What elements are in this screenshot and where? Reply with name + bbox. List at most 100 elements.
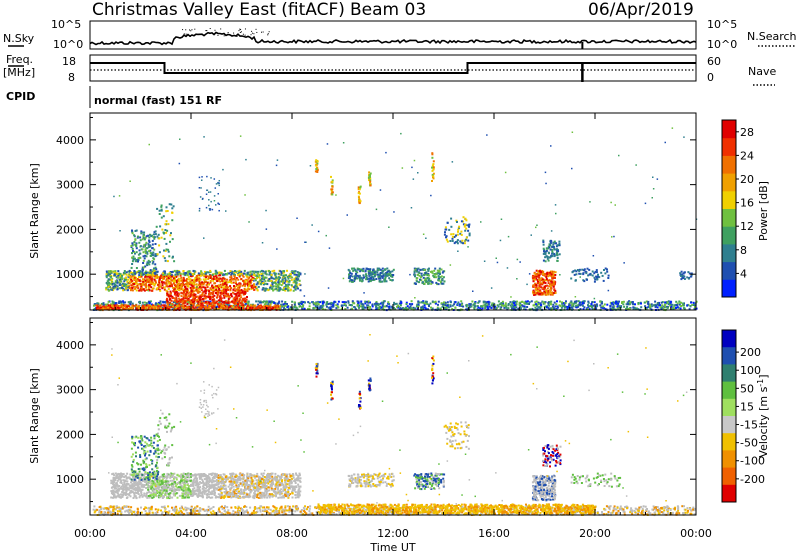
scatter-point — [632, 306, 635, 309]
scatter-point — [425, 302, 428, 305]
scatter-point — [167, 273, 170, 276]
scatter-point — [427, 282, 430, 285]
scatter-point — [223, 290, 226, 293]
scatter-point — [497, 305, 500, 308]
scatter-point — [161, 304, 164, 307]
scatter-point — [251, 276, 254, 279]
scatter-point — [553, 307, 556, 310]
scatter-point — [151, 260, 153, 262]
nsky-dot — [268, 31, 270, 33]
scatter-point — [137, 257, 140, 260]
scatter-point — [449, 240, 452, 242]
scatter-point — [460, 304, 463, 307]
scatter-point — [571, 271, 574, 274]
scatter-point — [155, 275, 158, 278]
scatter-point — [555, 303, 558, 306]
scatter-point — [127, 270, 130, 273]
scatter-point — [202, 197, 204, 200]
scatter-point — [595, 271, 598, 274]
scatter-point — [187, 284, 190, 287]
scatter-point — [249, 281, 252, 284]
scatter-point — [154, 230, 157, 233]
scatter-point — [427, 279, 430, 282]
scatter-point — [296, 278, 299, 281]
scatter-point — [172, 275, 175, 278]
scatter-point — [180, 304, 183, 307]
scatter-point — [432, 166, 435, 169]
scatter-point — [333, 300, 336, 303]
scatter-point — [691, 304, 694, 306]
scatter-point — [335, 304, 338, 307]
scatter-point — [427, 274, 430, 277]
scatter-point — [444, 231, 446, 234]
scatter-point — [212, 279, 215, 282]
scatter-point — [252, 304, 255, 307]
scatter-point — [176, 279, 179, 282]
scatter-point — [484, 307, 487, 310]
scatter-point — [138, 249, 141, 252]
scatter-point — [523, 301, 526, 304]
scatter-point — [151, 243, 154, 246]
scatter-point — [200, 300, 203, 303]
scatter-point — [200, 187, 202, 189]
scatter-point — [273, 288, 276, 291]
scatter-point — [451, 308, 454, 310]
scatter-point — [200, 281, 202, 284]
scatter-point — [282, 288, 285, 291]
scatter-point — [228, 308, 231, 311]
scatter-point — [190, 281, 193, 284]
scatter-point — [164, 223, 167, 226]
scatter-point — [268, 288, 271, 291]
scatter-point — [123, 280, 126, 283]
scatter-point — [197, 279, 200, 282]
scatter-point — [485, 302, 488, 305]
scatter-point — [188, 299, 191, 302]
scatter-point — [243, 284, 246, 287]
scatter-point — [614, 204, 616, 206]
scatter-point — [171, 302, 174, 305]
scatter-point — [405, 306, 407, 309]
scatter-point — [444, 226, 447, 229]
scatter-point — [291, 285, 294, 288]
scatter-point — [173, 304, 176, 307]
scatter-point — [637, 302, 640, 304]
scatter-point — [162, 215, 165, 218]
scatter-point — [128, 269, 131, 272]
scatter-point — [443, 233, 446, 236]
scatter-point — [177, 286, 180, 289]
scatter-point — [192, 278, 195, 281]
scatter-point — [268, 270, 270, 272]
scatter-point — [264, 302, 267, 305]
scatter-point — [388, 226, 390, 228]
scatter-point — [399, 304, 402, 307]
scatter-point — [164, 304, 167, 307]
scatter-point — [283, 270, 286, 273]
scatter-point — [384, 268, 387, 271]
scatter-point — [589, 305, 592, 308]
scatter-point — [246, 288, 249, 291]
scatter-point — [189, 275, 192, 278]
scatter-point — [420, 306, 423, 309]
scatter-point — [266, 306, 269, 309]
scatter-point — [165, 285, 168, 288]
scatter-point — [145, 306, 148, 309]
scatter-point — [224, 294, 227, 297]
scatter-point — [97, 303, 100, 306]
scatter-point — [259, 282, 262, 285]
scatter-point — [543, 286, 546, 288]
scatter-point — [194, 299, 197, 301]
scatter-point — [195, 275, 198, 278]
scatter-point — [596, 304, 599, 307]
scatter-point — [549, 289, 551, 292]
scatter-point — [371, 303, 374, 306]
scatter-point — [347, 301, 350, 304]
scatter-point — [181, 278, 184, 281]
scatter-point — [105, 275, 108, 278]
scatter-point — [317, 307, 320, 310]
scatter-point — [249, 270, 252, 273]
scatter-point — [666, 301, 669, 304]
scatter-point — [284, 287, 287, 290]
scatter-point — [144, 279, 147, 282]
scatter-point — [551, 305, 554, 308]
scatter-point — [122, 289, 125, 292]
